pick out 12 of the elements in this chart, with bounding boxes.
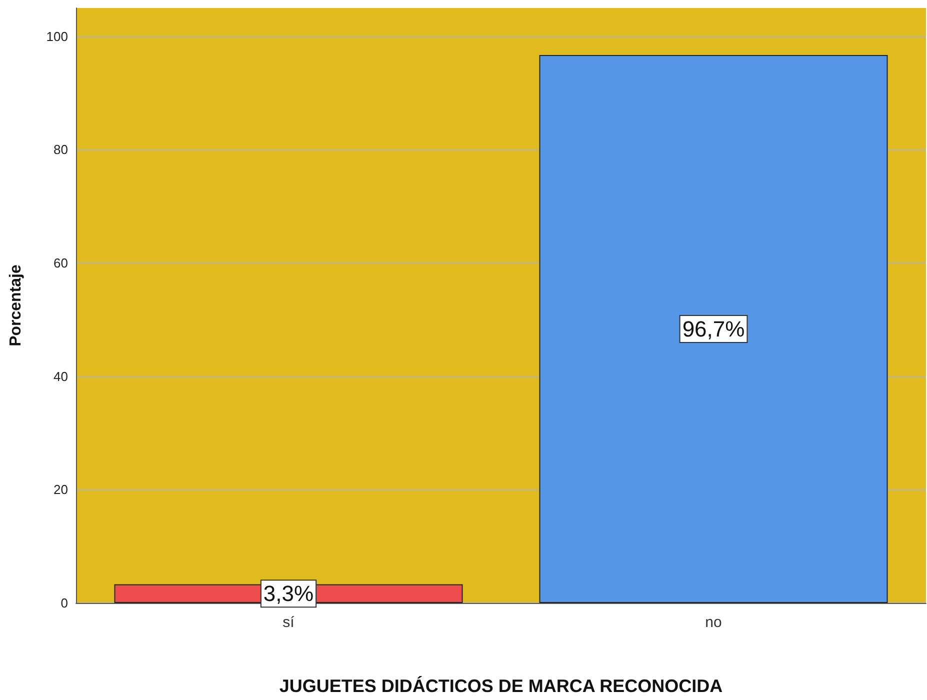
data-label: 96,7%	[682, 316, 745, 342]
y-tick-label: 40	[54, 368, 68, 384]
y-tick-label: 100	[46, 28, 68, 44]
y-tick-label: 20	[54, 482, 68, 498]
y-axis-title: Porcentaje	[8, 264, 24, 346]
x-axis-title: JUGUETES DIDÁCTICOS DE MARCA RECONOCIDA	[279, 676, 723, 696]
data-label: 3,3%	[263, 581, 314, 606]
x-tick-label: sí	[282, 614, 296, 631]
y-tick-label: 0	[60, 596, 68, 610]
x-tick-label: no	[705, 614, 722, 631]
y-tick-label: 60	[54, 256, 68, 270]
y-tick-label: 80	[54, 142, 68, 158]
